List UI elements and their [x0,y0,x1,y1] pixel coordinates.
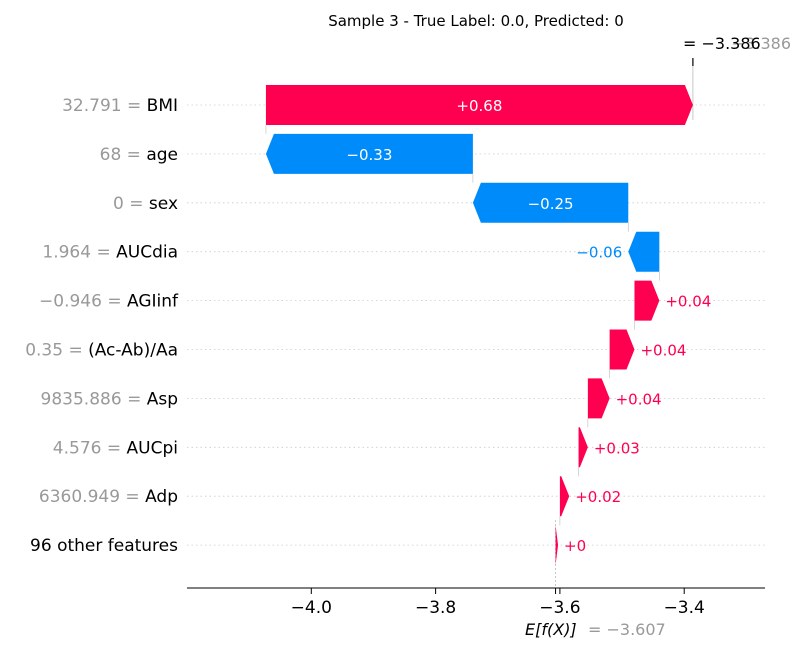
feature-value: 9835.886 = [41,389,147,409]
x-tick-label: −3.4 [664,598,705,618]
feature-name: (Ac-Ab)/Aa [88,341,178,361]
feature-label: 4.576 = AUCpi [53,438,178,458]
bar-value-label: +0.68 [456,97,502,115]
feature-name: age [146,145,178,165]
output-value-text: = −3.386 [683,34,761,53]
bar-sex [472,182,629,223]
feature-label: 96 other features [30,536,178,556]
bar-value-label: +0.03 [594,439,640,457]
feature-name: AUCdia [116,243,178,263]
bar-value-label: +0.04 [640,342,686,360]
feature-name: Adp [145,487,178,507]
feature-value: 0 = [113,194,149,214]
feature-name: 96 other features [30,536,178,556]
x-axis: −4.0 −3.8 −3.6 −3.4 [187,587,765,618]
feature-name: BMI [147,96,178,116]
bar-asp [587,378,610,419]
feature-value: −0.946 = [39,292,127,312]
bar-aucpi [578,427,588,468]
output-value-ghost: −3.386 [732,34,791,53]
bar-agiinf [634,280,660,321]
x-tick-label: −4.0 [291,598,332,618]
base-value-label: E[f(X)] [525,620,577,639]
feature-name: AUCpi [127,438,178,458]
feature-label: 32.791 = BMI [62,96,178,116]
feature-name: Asp [147,389,178,409]
bar-96-other-features [555,525,559,566]
feature-label: 0 = sex [113,194,178,214]
feature-label: 9835.886 = Asp [41,389,178,409]
x-tick-label: −3.8 [415,598,456,618]
bar-value-label: +0 [564,537,586,555]
base-value-text: = −3.607 [588,620,666,639]
feature-value: 4.576 = [53,438,127,458]
feature-value: 68 = [100,145,147,165]
feature-value: 6360.949 = [39,487,145,507]
bar-value-label: −0.06 [576,244,622,262]
x-tick-label: −3.6 [539,598,580,618]
bar-value-label: −0.33 [346,146,392,164]
feature-label: 0.35 = (Ac-Ab)/Aa [25,341,178,361]
bar-adp [559,476,570,517]
bar--ac-ab-aa [609,329,635,370]
row-gridlines [187,104,765,546]
feature-value: 0.35 = [25,341,88,361]
output-value-annotation: −3.386 = −3.386 [683,34,791,53]
feature-value: 1.964 = [42,243,116,263]
bar-value-label: +0.04 [616,390,662,408]
feature-value: 32.791 = [62,96,147,116]
feature-label: 6360.949 = Adp [39,487,178,507]
feature-labels: 32.791 = BMI 68 = age 0 = sex 1.964 = AUCdi… [25,96,179,556]
bar-value-label: +0.04 [665,293,711,311]
feature-name: sex [149,194,178,214]
bar-aucdia [628,231,660,272]
base-value-annotation: E[f(X)] = −3.607 [525,620,666,639]
feature-label: −0.946 = AGIinf [39,292,179,312]
feature-label: 1.964 = AUCdia [42,243,178,263]
bar-value-label: −0.25 [528,195,574,213]
feature-name: AGIinf [127,292,179,312]
bar-age [265,133,473,174]
feature-label: 68 = age [100,145,178,165]
bar-value-label: +0.02 [575,488,621,506]
chart-title: Sample 3 - True Label: 0.0, Predicted: 0 [328,12,624,30]
bar-bmi [265,85,693,125]
contribution-bars: +0.68 −0.33 −0.25 −0.06 +0.04 +0.04 +0.04 +0.03… [265,85,711,566]
